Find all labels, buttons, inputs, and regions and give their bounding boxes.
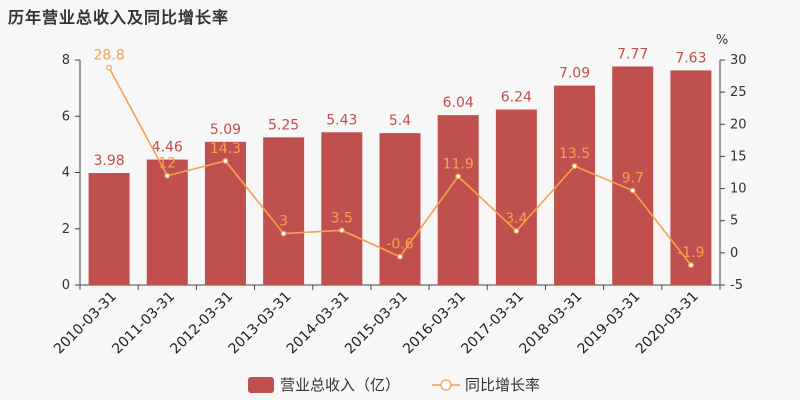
y-right-tick-label: -5 bbox=[730, 278, 743, 293]
bar-value-label: 6.04 bbox=[443, 95, 474, 111]
growth-value-label: -1.9 bbox=[677, 245, 704, 261]
bar bbox=[437, 115, 479, 285]
y-left-tick-label: 2 bbox=[62, 222, 70, 237]
bar-value-label: 5.43 bbox=[326, 112, 357, 128]
bar-value-label: 7.63 bbox=[675, 50, 706, 66]
growth-point bbox=[338, 227, 345, 234]
growth-point bbox=[688, 262, 694, 268]
x-category-label: 2020-03-31 bbox=[633, 289, 702, 358]
y-right-tick-label: 20 bbox=[730, 117, 747, 132]
bar-value-label: 5.09 bbox=[210, 122, 241, 138]
bar bbox=[263, 137, 305, 285]
growth-point bbox=[397, 253, 403, 260]
bar-value-label: 3.98 bbox=[94, 153, 125, 169]
y-right-unit: % bbox=[716, 33, 728, 48]
growth-value-label: 14.3 bbox=[210, 141, 241, 157]
bar bbox=[204, 141, 246, 285]
growth-point bbox=[513, 228, 520, 234]
legend-bar-swatch bbox=[248, 377, 274, 393]
y-right-tick-label: 25 bbox=[730, 85, 747, 100]
bar-value-label: 7.77 bbox=[617, 46, 648, 62]
chart-title: 历年营业总收入及同比增长率 bbox=[8, 8, 230, 27]
bar-value-label: 6.24 bbox=[501, 90, 532, 106]
bar-value-label: 7.09 bbox=[559, 66, 590, 82]
bar-value-label: 4.46 bbox=[152, 140, 183, 156]
legend-bar-label: 营业总收入（亿） bbox=[280, 376, 400, 394]
growth-value-label: 28.8 bbox=[94, 48, 125, 64]
growth-value-label: 9.7 bbox=[622, 171, 644, 187]
growth-value-label: 3.5 bbox=[331, 210, 353, 226]
growth-point bbox=[164, 172, 171, 179]
bar bbox=[146, 159, 188, 285]
growth-value-label: -0.6 bbox=[386, 237, 413, 253]
growth-point bbox=[106, 64, 112, 71]
y-left-tick-label: 0 bbox=[62, 278, 70, 293]
bar-value-label: 5.25 bbox=[268, 117, 299, 133]
growth-value-label: 3.4 bbox=[505, 211, 527, 227]
y-right-tick-label: 0 bbox=[730, 246, 738, 261]
bar bbox=[554, 85, 596, 285]
growth-point bbox=[455, 173, 462, 180]
bar bbox=[379, 133, 421, 285]
y-right-tick-label: 30 bbox=[730, 53, 747, 68]
growth-value-label: 13.5 bbox=[559, 146, 590, 162]
bar bbox=[670, 70, 712, 285]
bar bbox=[88, 173, 130, 285]
y-left-tick-label: 4 bbox=[62, 166, 70, 181]
legend-line-label: 同比增长率 bbox=[465, 376, 540, 394]
growth-value-label: 11.9 bbox=[443, 156, 474, 172]
legend-line-marker bbox=[440, 379, 452, 391]
bar bbox=[321, 132, 363, 285]
growth-point bbox=[571, 163, 578, 169]
growth-point bbox=[629, 187, 636, 194]
bar-value-label: 5.4 bbox=[389, 113, 411, 129]
y-right-tick-label: 15 bbox=[730, 149, 747, 164]
growth-value-label: 3 bbox=[279, 214, 288, 230]
y-left-tick-label: 8 bbox=[62, 53, 70, 68]
y-left-tick-label: 6 bbox=[62, 109, 70, 124]
growth-point bbox=[222, 158, 229, 164]
y-right-tick-label: 10 bbox=[730, 182, 747, 197]
growth-point bbox=[280, 230, 287, 237]
bar bbox=[612, 66, 654, 285]
y-right-tick-label: 5 bbox=[730, 214, 738, 229]
bar bbox=[495, 109, 537, 285]
growth-value-label: 12 bbox=[158, 156, 176, 172]
